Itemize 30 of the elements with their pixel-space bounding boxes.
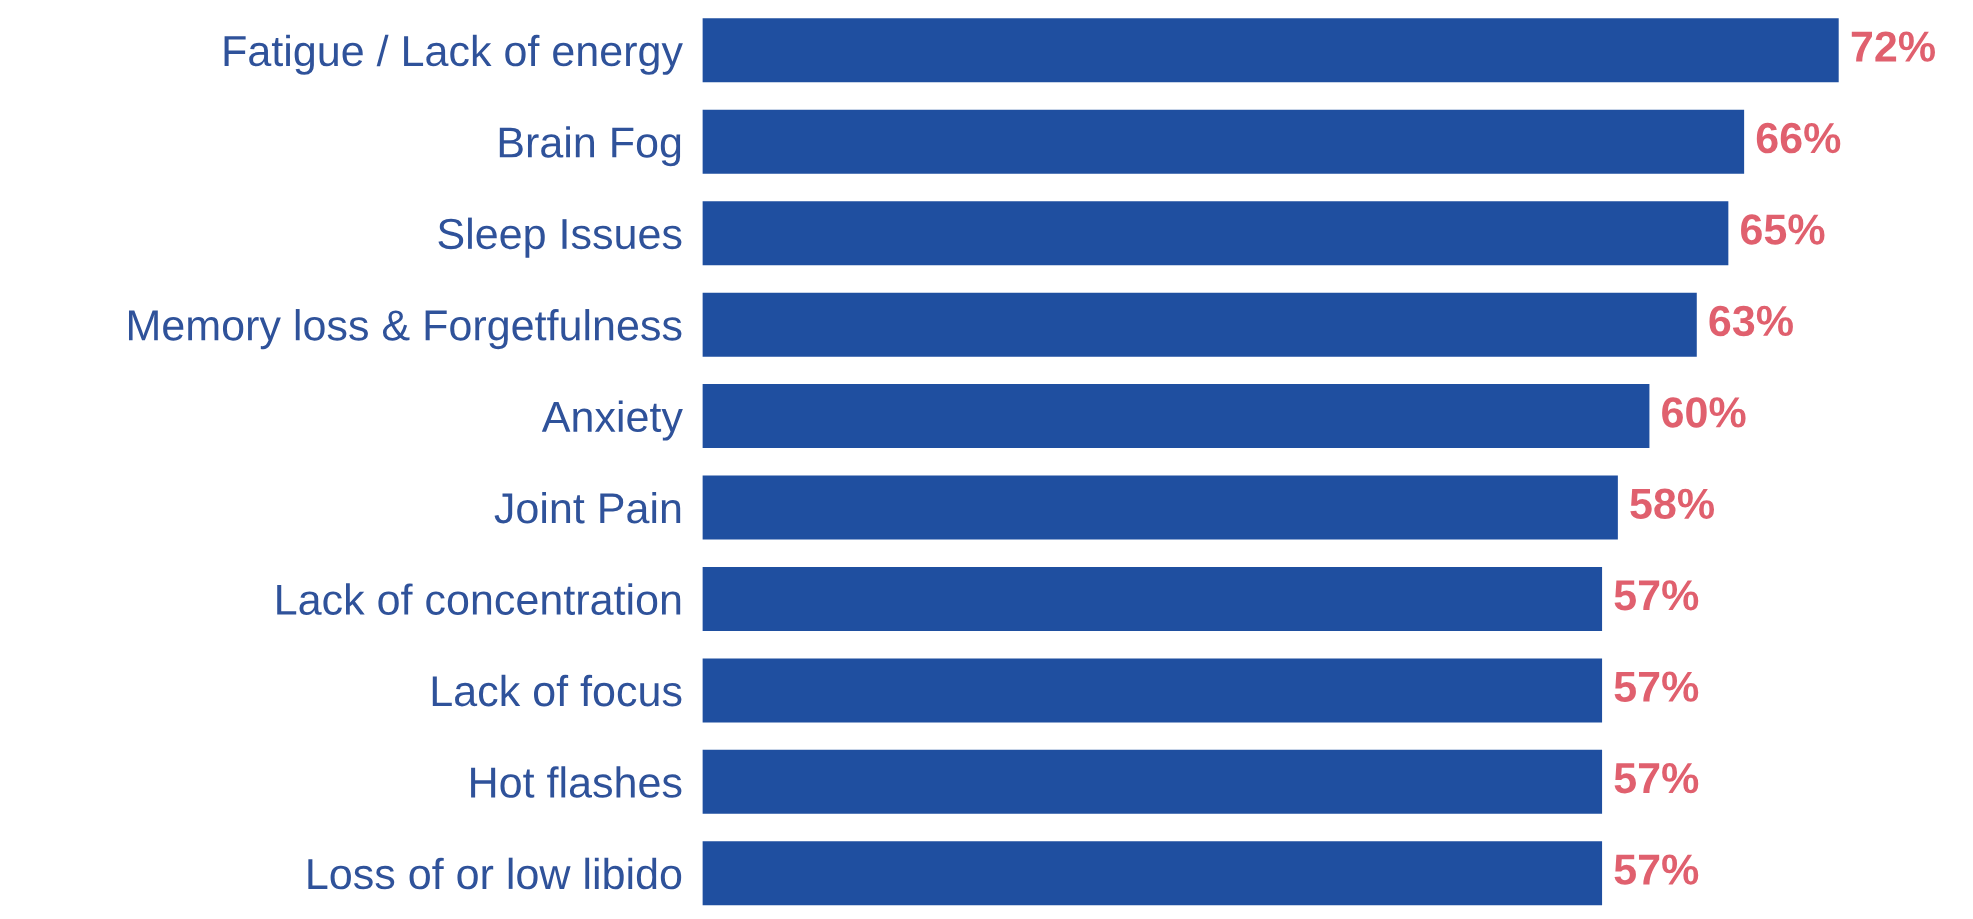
data-label: 57% — [1614, 854, 1699, 885]
bar — [702, 384, 1650, 449]
data-label: 72% — [1851, 31, 1935, 62]
y-tick-label: Lack of concentration — [277, 583, 681, 615]
y-tick-label: Lack of focus — [432, 674, 682, 707]
data-label: 57% — [1614, 671, 1699, 702]
y-tick-label: Anxiety — [541, 400, 683, 441]
bar — [702, 475, 1618, 540]
bar — [702, 658, 1603, 723]
data-label: 65% — [1741, 214, 1825, 245]
data-label: 57% — [1614, 763, 1699, 794]
bar — [702, 292, 1697, 357]
y-tick-label: Sleep Issues — [438, 217, 682, 258]
data-label: 60% — [1662, 397, 1746, 428]
bar — [702, 201, 1729, 266]
y-tick-label: Hot flashes — [471, 766, 682, 798]
data-label: 57% — [1614, 580, 1699, 611]
y-tick-label: Fatigue / Lack of energy — [224, 34, 683, 75]
data-label: 63% — [1709, 305, 1793, 337]
bar — [702, 18, 1839, 83]
data-label: 66% — [1756, 122, 1841, 154]
bar — [702, 841, 1603, 906]
y-tick-label: Memory loss & Forgetfulness — [128, 309, 682, 350]
bar — [702, 566, 1603, 631]
y-tick-label: Joint Pain — [494, 491, 681, 524]
data-label: 58% — [1630, 488, 1715, 520]
y-tick-label: Brain Fog — [499, 126, 681, 167]
bar — [702, 749, 1603, 814]
bar — [702, 109, 1745, 174]
y-tick-label: Loss of or low libido — [308, 857, 682, 890]
